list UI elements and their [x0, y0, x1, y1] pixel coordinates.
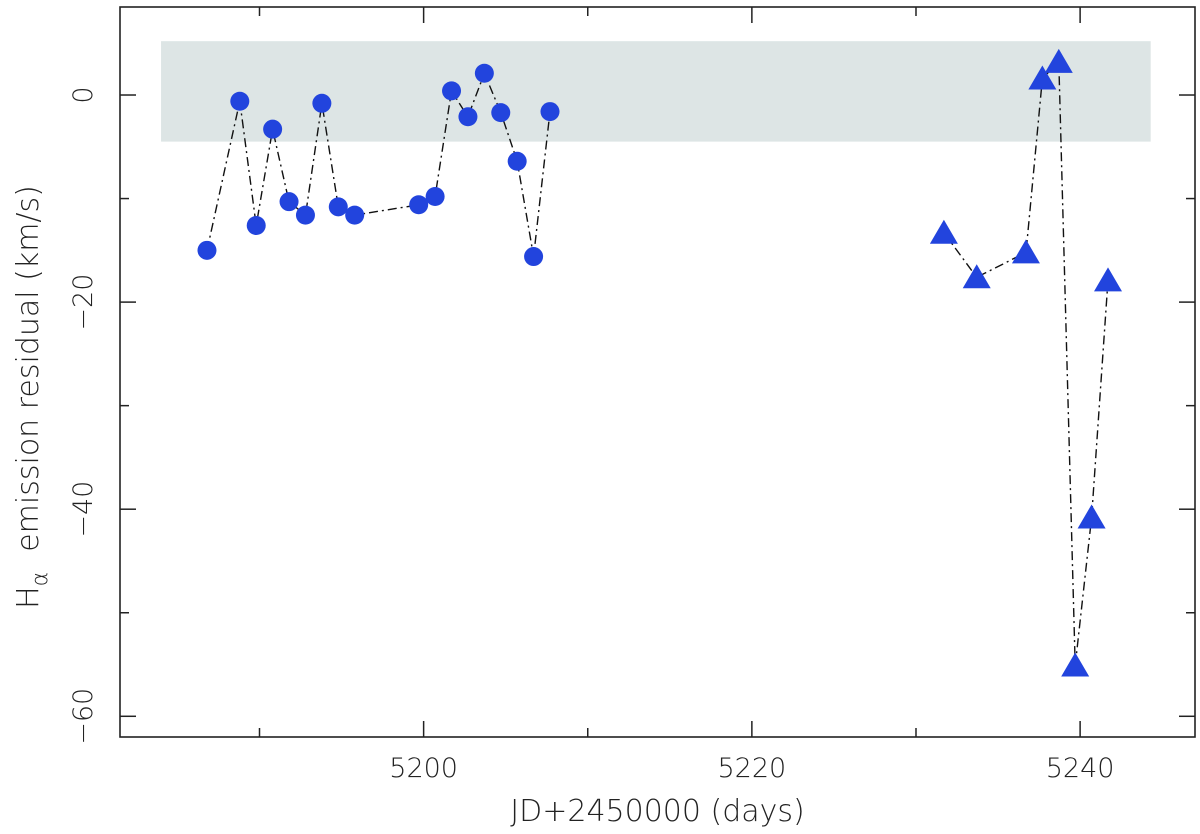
circle-marker: [197, 240, 217, 260]
triangle-marker: [962, 264, 991, 289]
series-line-2: [943, 60, 1109, 666]
triangle-marker: [929, 219, 958, 244]
circle-marker: [263, 119, 283, 139]
circle-marker: [442, 81, 462, 101]
tick-labels: 5200 5220 5240 0 −20 −40 −60: [68, 86, 1114, 784]
connecting-lines: [206, 60, 1109, 666]
circle-marker: [409, 195, 429, 215]
axis-ticks: [120, 7, 1195, 737]
circle-marker: [540, 102, 560, 122]
y-tick-label: 0: [68, 86, 99, 103]
data-markers: [197, 48, 1123, 677]
y-axis-label-rest: emission residual (km/s): [11, 185, 46, 552]
triangle-marker: [1061, 652, 1090, 677]
x-axis-label: JD+2450000 (days): [510, 794, 804, 829]
svg-text:Hαemission residual (km/s): Hα emission residual (km/s): [11, 185, 53, 609]
triangle-marker: [1011, 239, 1040, 264]
reference-band: [161, 41, 1151, 142]
triangle-marker: [1094, 267, 1123, 292]
circle-marker: [328, 197, 348, 217]
circle-marker: [507, 151, 527, 171]
x-tick-label: 5220: [718, 753, 787, 784]
circle-marker: [491, 103, 511, 123]
y-tick-label: −60: [68, 688, 99, 745]
y-axis-label-sub: α: [28, 572, 53, 587]
triangle-marker: [1044, 48, 1073, 73]
circle-marker: [295, 205, 315, 225]
y-axis-label: Hα emission residual (km/s): [11, 185, 53, 609]
circle-marker: [312, 93, 332, 113]
y-tick-label: −40: [68, 481, 99, 538]
x-tick-label: 5240: [1046, 753, 1115, 784]
circle-marker: [246, 215, 266, 235]
plot-frame: [119, 6, 1196, 738]
circle-marker: [425, 186, 445, 206]
y-tick-label: −20: [68, 274, 99, 331]
triangle-marker: [1028, 65, 1057, 90]
circle-marker: [279, 192, 299, 212]
circle-marker: [474, 63, 494, 83]
circle-marker: [230, 91, 250, 111]
circle-marker: [458, 107, 478, 127]
x-tick-label: 5200: [389, 753, 458, 784]
triangle-marker: [1077, 504, 1106, 529]
circle-marker: [524, 247, 544, 267]
circle-marker: [345, 205, 365, 225]
y-axis-label-main: H: [11, 586, 46, 609]
